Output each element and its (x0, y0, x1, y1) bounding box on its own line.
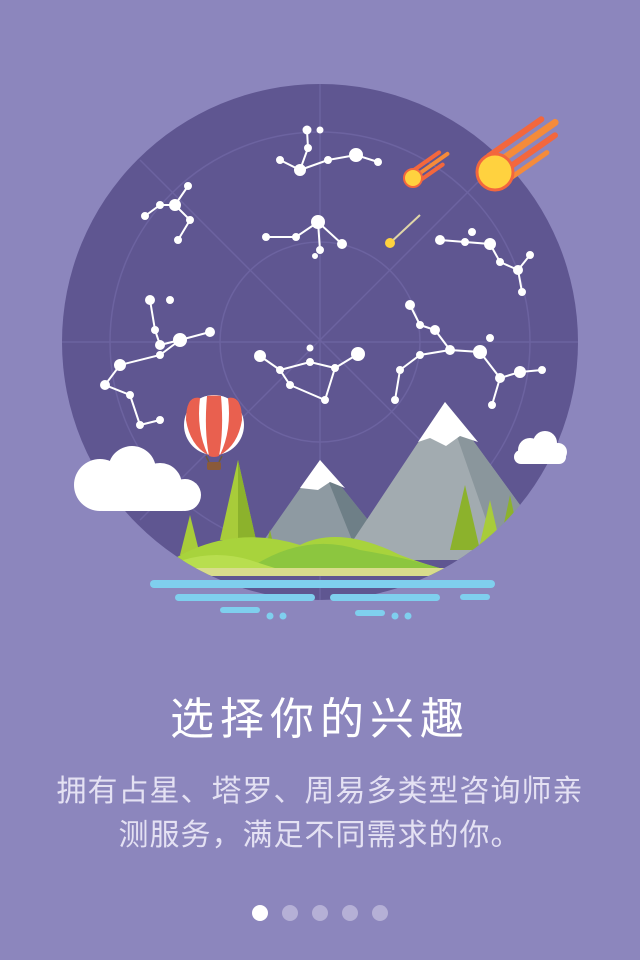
hot-air-balloon-icon (184, 395, 244, 470)
page-dot-3[interactable] (312, 905, 328, 921)
page-dot-4[interactable] (342, 905, 358, 921)
cloud-icon (74, 431, 567, 511)
description-line-2: 测服务，满足不同需求的你。 (118, 818, 522, 853)
page-dot-5[interactable] (372, 905, 388, 921)
page-title: 选择你的兴趣 (170, 694, 470, 745)
page-description: 拥有占星、塔罗、周易多类型咨询师亲 测服务，满足不同需求的你。 (20, 770, 620, 858)
page-dot-2[interactable] (282, 905, 298, 921)
hills (150, 537, 490, 576)
meteor-icon (385, 116, 559, 248)
page-indicator (0, 905, 640, 921)
description-line-1: 拥有占星、塔罗、周易多类型咨询师亲 (56, 774, 584, 809)
constellation-icon (100, 125, 546, 429)
illustration (62, 84, 578, 620)
page-dot-1[interactable] (252, 905, 268, 921)
water-icon (150, 580, 495, 620)
